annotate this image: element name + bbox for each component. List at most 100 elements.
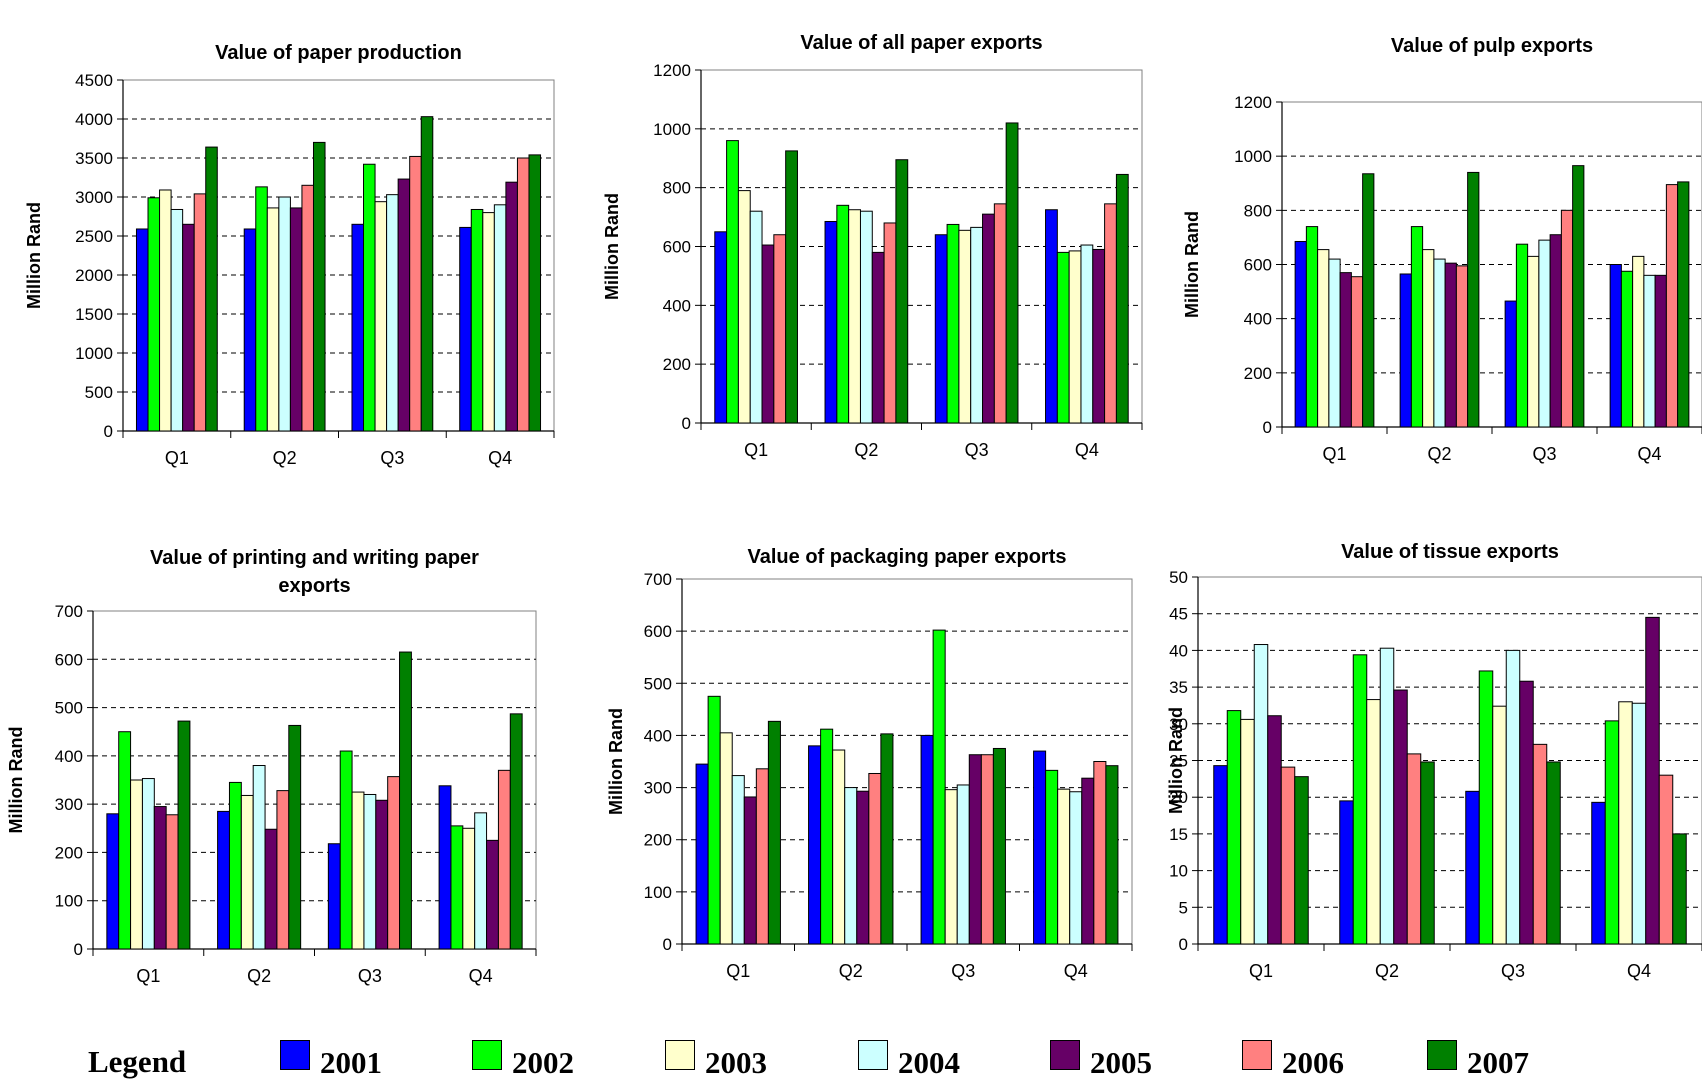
x-tick-label: Q4 [469,966,493,986]
bar-2001-q3 [351,223,365,432]
y-tick-label: 500 [644,674,672,693]
bar-2002-q2 [1410,226,1424,428]
y-tick-label: 0 [1263,418,1272,437]
bar-2005-q1 [1339,272,1352,428]
x-tick-label: Q1 [1322,444,1346,464]
bar-2007-q1 [205,146,218,432]
x-tick-label: Q4 [1627,961,1651,981]
bar-2005-q2 [264,828,278,950]
bar-2005-q1 [182,223,195,432]
bar-2007-q3 [1572,165,1585,428]
y-tick-label: 30 [1169,715,1188,734]
bar-2002-q3 [363,163,376,432]
bar-2006-q1 [773,234,787,424]
bar-2007-q2 [312,141,326,432]
y-tick-label: 100 [644,883,672,902]
bar-2004-q4 [1631,702,1647,945]
legend-label: 2003 [705,1045,767,1080]
x-tick-label: Q3 [965,440,989,460]
bar-2006-q1 [755,768,769,945]
bar-2005-q2 [1444,262,1457,428]
bar-2006-q3 [387,776,401,950]
bar-2005-q4 [1654,274,1667,428]
bar-2006-q4 [1104,203,1117,424]
bar-2003-q3 [1527,255,1540,428]
bar-2006-q2 [1406,753,1422,945]
bar-2001-q3 [920,734,934,945]
y-tick-label: 600 [1244,256,1272,275]
bar-2001-q2 [824,220,838,424]
bar-2001-q3 [1465,790,1480,945]
chart-title: Value of packaging paper exports [748,546,1067,568]
bar-2001-q1 [106,813,120,950]
chart-title: Value of tissue exports [1341,541,1559,563]
chart-title: Value of all paper exports [800,32,1042,54]
bar-2004-q2 [844,787,858,945]
y-axis-label: Million Rand [6,727,26,834]
bar-2005-q1 [1267,715,1282,945]
x-tick-label: Q1 [136,966,160,986]
bar-2001-q4 [1591,801,1606,945]
legend-label: 2007 [1467,1045,1529,1080]
bar-2003-q4 [1632,255,1645,428]
bar-2004-q1 [749,210,763,424]
chart-title: exports [278,575,350,597]
bar-2006-q2 [276,790,290,950]
y-tick-label: 500 [55,699,83,718]
bar-2005-q3 [968,754,982,945]
y-tick-label: 3000 [75,188,113,207]
bar-2005-q2 [856,790,870,945]
bar-2005-q1 [743,796,757,945]
bar-2001-q2 [1339,800,1354,945]
y-tick-label: 4000 [75,110,113,129]
bar-2002-q2 [1352,654,1368,945]
y-tick-label: 1200 [1234,93,1272,112]
bar-2003-q2 [1422,249,1435,428]
x-tick-label: Q3 [380,448,404,468]
bar-2006-q3 [1532,743,1548,945]
bar-2002-q1 [1226,710,1242,945]
y-tick-label: 25 [1169,752,1188,771]
bar-2004-q3 [386,194,399,432]
x-tick-label: Q4 [1075,440,1099,460]
y-tick-label: 5 [1179,898,1188,917]
bar-2007-q3 [992,747,1006,945]
bar-2003-q1 [1317,249,1330,428]
bar-2001-q4 [1045,209,1058,424]
bar-2005-q3 [397,178,411,432]
bar-2004-q1 [141,778,155,950]
y-tick-label: 800 [1244,201,1272,220]
y-axis-label: Million Rand [606,708,626,815]
chart-title: Value of paper production [215,42,462,64]
bar-2004-q2 [1379,647,1395,945]
legend: Legend 2001 2002 2003 2004 2005 2006 200… [0,1030,1702,1082]
y-tick-label: 700 [55,602,83,621]
x-tick-label: Q4 [1637,444,1661,464]
bar-2003-q1 [737,190,751,424]
bar-2007-q1 [1294,776,1309,945]
y-axis-label: Million Rand [24,202,44,309]
bar-2005-q1 [153,806,167,950]
bar-2007-q4 [1672,833,1687,945]
bar-2004-q2 [1433,258,1446,428]
bar-2004-q3 [1505,649,1521,945]
y-tick-label: 300 [644,779,672,798]
bar-2003-q2 [266,207,280,432]
bar-2002-q1 [707,695,721,945]
bar-2004-q3 [956,784,970,945]
bar-2002-q3 [1478,670,1494,945]
bar-2003-q3 [958,229,972,424]
bar-2004-q4 [493,204,507,432]
y-tick-label: 400 [55,747,83,766]
y-tick-label: 0 [74,940,83,959]
bar-2007-q2 [880,733,894,945]
legend-swatch [1242,1040,1272,1070]
y-tick-label: 200 [663,355,691,374]
y-tick-label: 200 [1244,364,1272,383]
bar-2001-q2 [808,745,822,945]
bar-2003-q2 [832,749,846,945]
bar-2004-q4 [1080,244,1094,424]
bar-2003-q4 [462,827,476,950]
chart-title: Value of pulp exports [1391,35,1593,57]
bar-2003-q3 [1492,705,1507,945]
